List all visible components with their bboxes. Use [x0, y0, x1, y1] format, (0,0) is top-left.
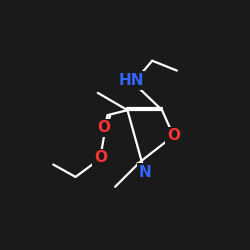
Text: O: O: [94, 150, 107, 165]
Text: O: O: [98, 120, 111, 136]
Text: N: N: [138, 165, 151, 180]
Text: HN: HN: [118, 73, 144, 88]
Text: O: O: [167, 128, 180, 144]
